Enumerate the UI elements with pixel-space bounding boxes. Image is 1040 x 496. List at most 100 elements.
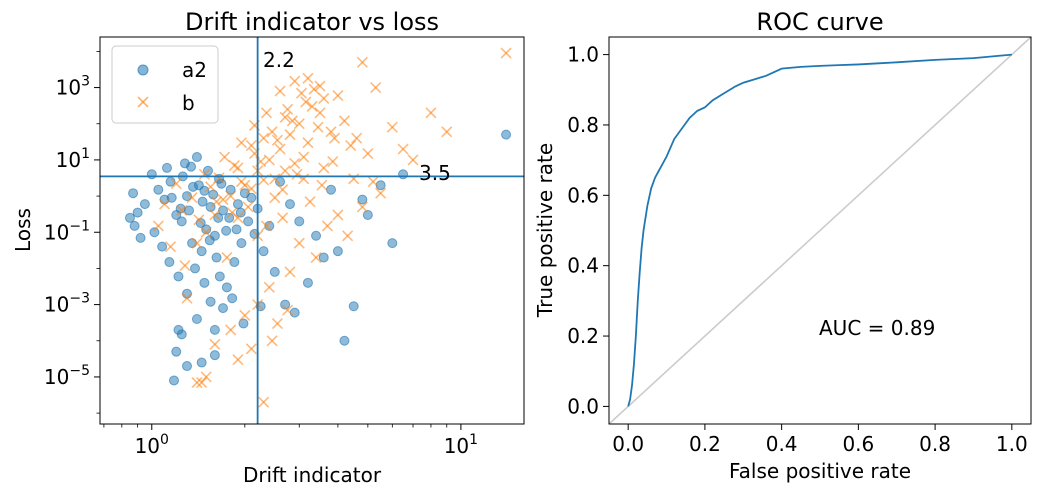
point-a2 bbox=[231, 224, 242, 235]
point-b bbox=[318, 162, 330, 174]
y-tick-label: 10−1 bbox=[44, 218, 90, 244]
point-a2 bbox=[157, 241, 168, 252]
point-b bbox=[274, 85, 286, 97]
point-b bbox=[282, 304, 294, 316]
point-b bbox=[164, 241, 177, 253]
point-b bbox=[298, 151, 310, 163]
legend-box bbox=[111, 45, 219, 124]
point-b bbox=[362, 147, 374, 160]
point-a2 bbox=[153, 184, 164, 195]
point-b bbox=[217, 194, 229, 206]
point-b bbox=[425, 107, 437, 119]
point-b bbox=[407, 154, 419, 166]
roc-y-tick-label: 0.4 bbox=[567, 254, 599, 278]
point-b bbox=[271, 317, 284, 330]
point-b bbox=[193, 214, 205, 226]
point-b bbox=[271, 134, 284, 146]
point-b bbox=[258, 396, 270, 408]
point-a2 bbox=[269, 266, 280, 277]
point-b bbox=[245, 139, 257, 152]
roc-y-ticks: 0.0 0.2 0.4 0.6 0.8 1.0 bbox=[567, 43, 609, 418]
point-b bbox=[293, 118, 305, 130]
legend-marker-a2 bbox=[137, 64, 149, 76]
point-a2 bbox=[132, 207, 143, 218]
y-tick-label: 10−5 bbox=[44, 363, 90, 389]
chance-diagonal bbox=[609, 37, 1031, 424]
point-b bbox=[342, 230, 354, 242]
point-a2 bbox=[264, 220, 275, 231]
point-a2 bbox=[149, 227, 160, 238]
point-a2 bbox=[236, 238, 247, 249]
point-b bbox=[277, 212, 289, 224]
point-b bbox=[286, 115, 298, 127]
y-tick-label: 101 bbox=[56, 146, 90, 172]
point-a2 bbox=[221, 282, 232, 293]
point-b bbox=[196, 376, 208, 389]
point-a2 bbox=[199, 277, 210, 288]
point-b bbox=[170, 178, 182, 190]
point-b bbox=[308, 83, 320, 95]
roc-lines bbox=[609, 37, 1031, 424]
point-b bbox=[314, 80, 326, 92]
point-b bbox=[263, 154, 275, 166]
point-a2 bbox=[221, 225, 232, 236]
point-b bbox=[312, 121, 324, 133]
point-b bbox=[209, 209, 221, 221]
point-b bbox=[159, 198, 171, 210]
point-a2 bbox=[227, 293, 238, 304]
legend-marker-b bbox=[137, 96, 149, 108]
scatter-x-label: Drift indicator bbox=[243, 463, 382, 487]
point-b bbox=[367, 176, 379, 188]
point-a2 bbox=[181, 361, 192, 372]
point-a2 bbox=[161, 162, 172, 173]
point-b bbox=[351, 132, 363, 144]
point-b bbox=[279, 165, 291, 177]
roc-y-tick-label: 0.0 bbox=[567, 394, 599, 418]
point-b bbox=[260, 220, 273, 232]
point-a2 bbox=[168, 375, 179, 386]
scatter-panel: Drift indicator vs loss 100 101 103 101 10−… bbox=[11, 8, 525, 487]
point-a2 bbox=[218, 303, 229, 314]
x-tick-label: 101 bbox=[444, 432, 478, 458]
point-a2 bbox=[398, 169, 409, 180]
point-a2 bbox=[196, 246, 207, 257]
point-a2 bbox=[146, 169, 157, 180]
point-a2 bbox=[191, 152, 202, 163]
point-b bbox=[179, 259, 191, 272]
point-a2 bbox=[190, 263, 201, 274]
legend-label-a2: a2 bbox=[182, 58, 207, 82]
point-a2 bbox=[280, 299, 291, 310]
point-b bbox=[397, 143, 409, 155]
roc-x-tick-label: 1.0 bbox=[996, 432, 1028, 456]
point-b bbox=[284, 266, 296, 278]
point-a2 bbox=[289, 307, 300, 318]
point-a2 bbox=[235, 207, 246, 218]
roc-y-tick-label: 0.6 bbox=[567, 183, 599, 207]
point-a2 bbox=[302, 277, 313, 288]
point-a2 bbox=[191, 313, 202, 324]
roc-x-tick-label: 0.0 bbox=[612, 432, 644, 456]
roc-y-tick-label: 0.8 bbox=[567, 113, 599, 137]
point-b bbox=[198, 168, 210, 180]
point-a2 bbox=[387, 238, 398, 249]
point-b bbox=[225, 324, 237, 336]
point-b bbox=[289, 157, 301, 169]
roc-y-tick-label: 1.0 bbox=[567, 43, 599, 67]
scatter-x-ticks: 100 101 bbox=[103, 424, 478, 458]
point-b bbox=[235, 176, 247, 188]
point-a2 bbox=[294, 216, 305, 227]
point-a2 bbox=[209, 350, 220, 361]
point-b bbox=[345, 139, 357, 152]
point-b bbox=[213, 172, 225, 184]
point-a2 bbox=[362, 209, 373, 220]
point-b bbox=[291, 168, 303, 180]
scatter-title: Drift indicator vs loss bbox=[185, 8, 439, 36]
point-b bbox=[327, 155, 339, 168]
point-a2 bbox=[128, 188, 139, 199]
point-a2 bbox=[186, 161, 197, 172]
point-a2 bbox=[139, 199, 150, 210]
scatter-y-ticks: 103 101 10−1 10−3 10−5 bbox=[44, 50, 100, 414]
point-b bbox=[293, 237, 305, 249]
point-a2 bbox=[224, 212, 235, 223]
point-b bbox=[245, 343, 257, 355]
